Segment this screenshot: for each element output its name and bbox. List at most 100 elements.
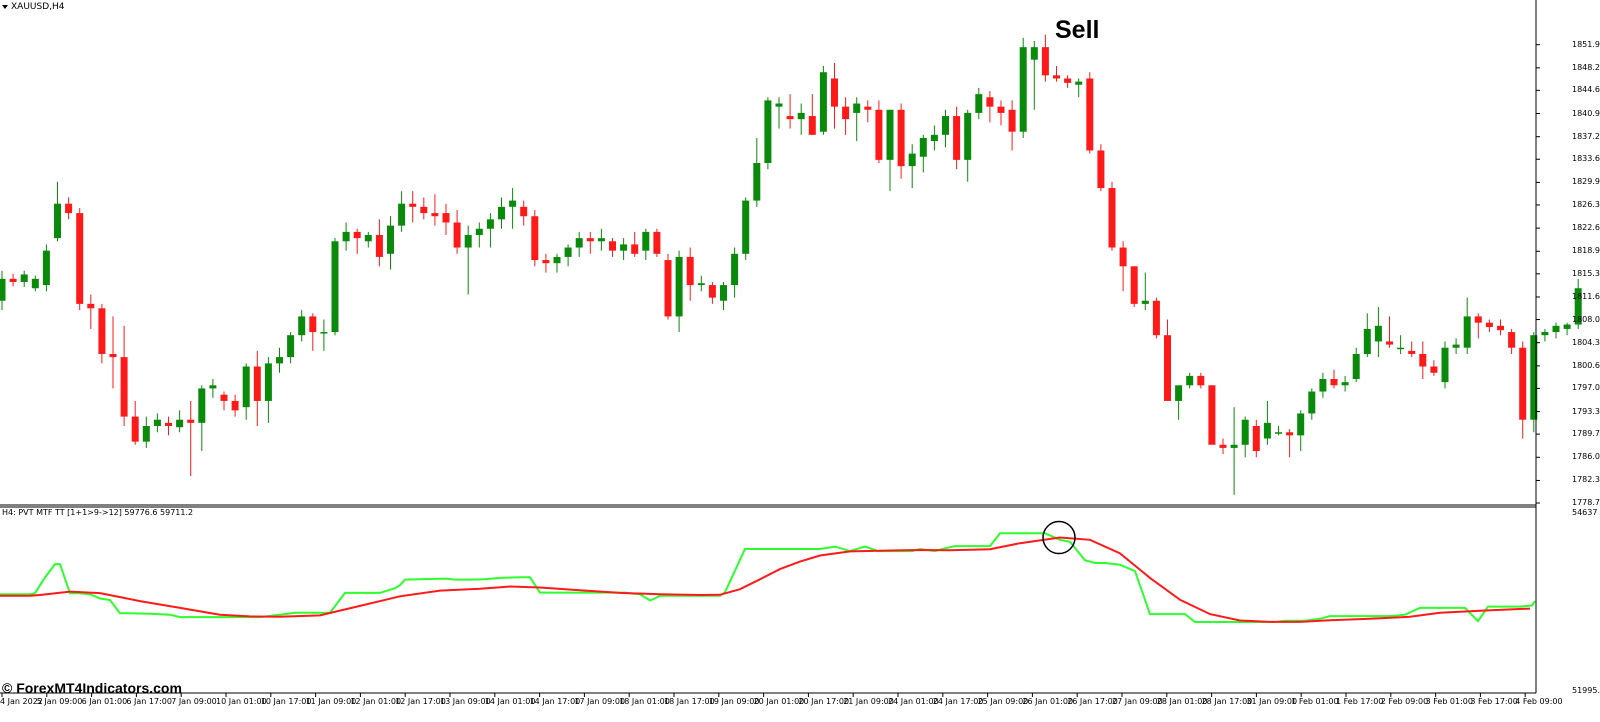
price-tick-label: 1778.70: [1572, 498, 1600, 507]
candle-bull: [575, 238, 583, 248]
indicator-max-label: 54637: [1572, 508, 1598, 517]
candle-bull: [1030, 47, 1038, 60]
candle-bear: [1386, 341, 1393, 345]
time-tick-label: 24 Jan 17:00: [932, 697, 984, 706]
candle-bull: [1308, 391, 1316, 414]
candle-bull: [176, 419, 184, 428]
time-tick-label: 6 Jan 17:00: [126, 697, 172, 706]
time-tick-label: 20 Jan 17:00: [798, 697, 850, 706]
candle-bear: [520, 206, 528, 217]
candle-bull: [1341, 382, 1349, 386]
candle-bull: [1352, 353, 1360, 380]
candle-bear: [131, 416, 139, 442]
time-tick-label: 13 Jan 09:00: [440, 697, 491, 706]
candle-bear: [1430, 366, 1438, 373]
time-tick-label: 26 Jan 01:00: [1022, 697, 1074, 706]
dropdown-triangle-icon: [2, 4, 8, 9]
candle-bear: [664, 260, 672, 317]
candle-bull: [753, 163, 761, 201]
time-tick-label: 27 Jan 09:00: [1112, 697, 1163, 706]
candle-bear: [808, 116, 816, 135]
candle-bear: [1197, 375, 1205, 386]
indicator-pane[interactable]: [0, 520, 1536, 623]
candle-bear: [986, 97, 994, 107]
time-tick-label: 12 Jan 17:00: [395, 697, 446, 706]
sell-annotation: Sell: [1055, 16, 1100, 44]
symbol-title-text: XAUUSD,H4: [11, 2, 65, 12]
candle-bull: [764, 100, 772, 164]
candle-bear: [453, 222, 461, 248]
candle-bull: [276, 357, 283, 364]
candle-bull: [498, 206, 505, 220]
candle-bull: [742, 200, 750, 254]
candle-bull: [1530, 335, 1538, 420]
time-tick-label: 3 Feb 17:00: [1470, 697, 1518, 706]
candle-bull: [675, 256, 683, 317]
candle-bear: [953, 116, 961, 160]
price-pane[interactable]: [0, 34, 1582, 495]
price-tick-label: 1826.30: [1572, 199, 1600, 209]
price-tick-label: 1833.60: [1572, 154, 1600, 164]
axes: [0, 0, 1540, 697]
candle-bull: [930, 134, 938, 142]
time-tick-label: 21 Jan 09:00: [843, 697, 894, 706]
candle-bull: [142, 425, 150, 442]
candle-bear: [1497, 325, 1504, 331]
candle-bull: [387, 225, 394, 254]
candle-bear: [420, 206, 428, 214]
candle-bear: [1097, 150, 1105, 189]
price-tick-label: 1782.30: [1572, 475, 1600, 485]
candle-bull: [1241, 419, 1249, 445]
price-tick-label: 1844.60: [1572, 85, 1600, 95]
candle-bear: [1064, 78, 1072, 83]
candle-bull: [597, 238, 605, 242]
candle-bull: [731, 253, 739, 286]
candle-bull: [1186, 375, 1194, 386]
candle-bull: [1230, 444, 1238, 448]
candle-bull: [1319, 379, 1327, 392]
price-tick-label: 1808.00: [1572, 314, 1600, 324]
candle-bull: [298, 316, 306, 336]
candle-bull: [20, 274, 28, 282]
time-tick-label: 5 Jan 09:00: [36, 697, 83, 706]
time-tick-label: 4 Feb 09:00: [1515, 697, 1563, 706]
candle-bull: [42, 250, 50, 286]
price-tick-label: 1851.90: [1572, 39, 1600, 49]
candle-bull: [1175, 385, 1183, 401]
time-tick-label: 1 Feb 17:00: [1336, 697, 1384, 706]
candle-bull: [1452, 344, 1460, 348]
time-tick-label: 2 Feb 09:00: [1380, 697, 1429, 706]
time-tick-label: 6 Jan 01:00: [81, 697, 128, 706]
candle-bull: [31, 278, 39, 289]
candle-bull: [1541, 332, 1549, 336]
time-tick-label: 10 Jan 17:00: [260, 697, 312, 706]
candle-bear: [109, 353, 117, 358]
candle-bull: [886, 109, 894, 160]
price-tick-label: 1818.90: [1572, 246, 1600, 256]
candle-bull: [797, 112, 805, 120]
time-tick-label: 19 Jan 09:00: [708, 697, 760, 706]
candle-bear: [431, 213, 439, 217]
candle-bull: [553, 256, 561, 264]
candle-bear: [1086, 78, 1094, 151]
time-tick-label: 14 Jan 17:00: [529, 697, 581, 706]
candle-bear: [1485, 322, 1493, 328]
candle-bear: [897, 109, 905, 167]
time-tick-label: 17 Jan 09:00: [574, 697, 626, 706]
candle-bull: [819, 72, 827, 132]
candle-bull: [0, 278, 6, 301]
candle-bull: [486, 219, 494, 229]
candle-bull: [475, 228, 483, 236]
time-tick-label: 28 Jan 17:00: [1201, 697, 1253, 706]
candle-bear: [708, 285, 716, 298]
time-tick-label: 18 Jan 17:00: [664, 697, 715, 706]
candle-bear: [76, 213, 84, 304]
candle-bear: [165, 422, 172, 426]
candle-bear: [1519, 347, 1527, 420]
candle-bull: [342, 231, 350, 242]
candle-bear: [353, 231, 361, 239]
candle-bear: [9, 278, 17, 282]
candle-bear: [1219, 444, 1227, 448]
candle-bull: [1563, 324, 1571, 329]
